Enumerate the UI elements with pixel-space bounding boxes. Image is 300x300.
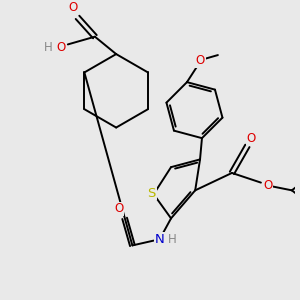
Text: S: S [148, 187, 156, 200]
Text: H: H [44, 41, 53, 54]
Text: O: O [114, 202, 124, 215]
Text: N: N [154, 233, 164, 246]
Text: O: O [68, 1, 77, 14]
Text: O: O [56, 41, 66, 54]
Text: O: O [196, 54, 205, 68]
Text: O: O [247, 132, 256, 145]
Text: H: H [168, 233, 176, 246]
Text: O: O [263, 179, 272, 192]
